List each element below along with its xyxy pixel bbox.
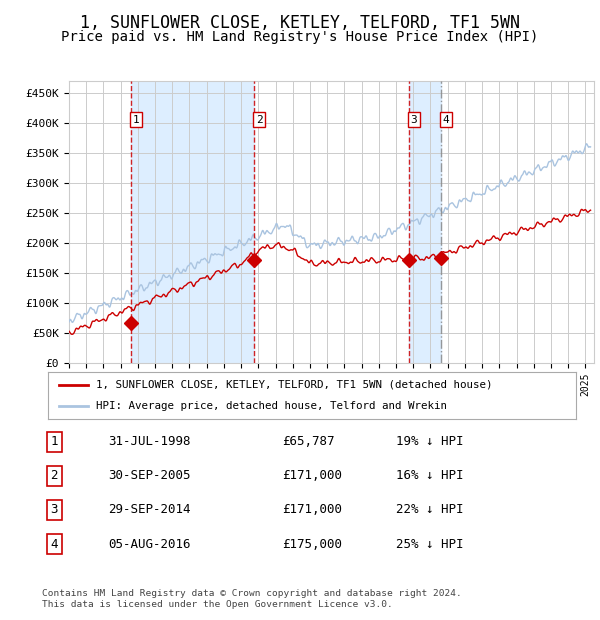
Text: Contains HM Land Registry data © Crown copyright and database right 2024.
This d: Contains HM Land Registry data © Crown c… (42, 590, 462, 609)
Text: 1: 1 (50, 435, 58, 448)
Text: 16% ↓ HPI: 16% ↓ HPI (396, 469, 464, 482)
Text: 2: 2 (256, 115, 263, 125)
Text: 1, SUNFLOWER CLOSE, KETLEY, TELFORD, TF1 5WN: 1, SUNFLOWER CLOSE, KETLEY, TELFORD, TF1… (80, 14, 520, 32)
Text: HPI: Average price, detached house, Telford and Wrekin: HPI: Average price, detached house, Telf… (95, 401, 446, 411)
Bar (409, 81, 441, 363)
Text: 2: 2 (50, 469, 58, 482)
Text: 31-JUL-1998: 31-JUL-1998 (108, 435, 191, 448)
Text: 22% ↓ HPI: 22% ↓ HPI (396, 503, 464, 516)
Bar (131, 81, 254, 363)
Text: 25% ↓ HPI: 25% ↓ HPI (396, 538, 464, 551)
Text: Price paid vs. HM Land Registry's House Price Index (HPI): Price paid vs. HM Land Registry's House … (61, 30, 539, 44)
Text: 3: 3 (50, 503, 58, 516)
Text: 4: 4 (443, 115, 449, 125)
Text: £65,787: £65,787 (282, 435, 335, 448)
Text: 30-SEP-2005: 30-SEP-2005 (108, 469, 191, 482)
Text: 19% ↓ HPI: 19% ↓ HPI (396, 435, 464, 448)
Text: 29-SEP-2014: 29-SEP-2014 (108, 503, 191, 516)
Text: £171,000: £171,000 (282, 469, 342, 482)
Text: £175,000: £175,000 (282, 538, 342, 551)
Text: 1, SUNFLOWER CLOSE, KETLEY, TELFORD, TF1 5WN (detached house): 1, SUNFLOWER CLOSE, KETLEY, TELFORD, TF1… (95, 379, 492, 389)
Text: 4: 4 (50, 538, 58, 551)
Text: 1: 1 (133, 115, 139, 125)
Text: 3: 3 (410, 115, 418, 125)
Text: £171,000: £171,000 (282, 503, 342, 516)
Text: 05-AUG-2016: 05-AUG-2016 (108, 538, 191, 551)
